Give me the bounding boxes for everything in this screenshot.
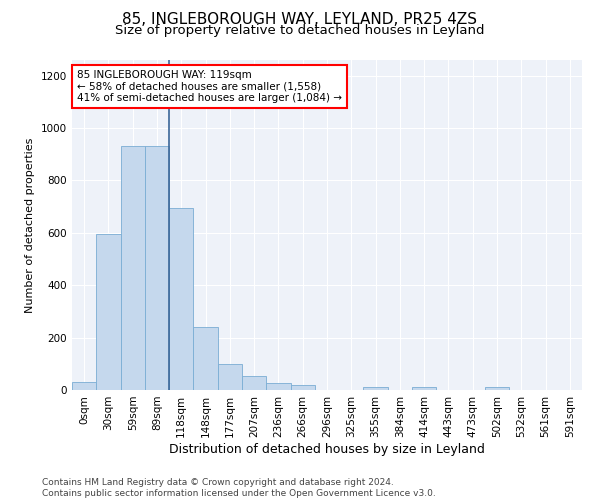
Bar: [169, 208, 193, 390]
Y-axis label: Number of detached properties: Number of detached properties: [25, 138, 35, 312]
Bar: [242, 376, 266, 390]
Text: 85, INGLEBOROUGH WAY, LEYLAND, PR25 4ZS: 85, INGLEBOROUGH WAY, LEYLAND, PR25 4ZS: [122, 12, 478, 28]
Bar: [121, 146, 145, 390]
Bar: [485, 386, 509, 390]
Bar: [266, 383, 290, 390]
Text: 85 INGLEBOROUGH WAY: 119sqm
← 58% of detached houses are smaller (1,558)
41% of : 85 INGLEBOROUGH WAY: 119sqm ← 58% of det…: [77, 70, 342, 103]
Text: Size of property relative to detached houses in Leyland: Size of property relative to detached ho…: [115, 24, 485, 37]
Bar: [193, 326, 218, 390]
Bar: [364, 386, 388, 390]
Bar: [218, 364, 242, 390]
Bar: [145, 146, 169, 390]
Bar: [290, 386, 315, 390]
Text: Contains HM Land Registry data © Crown copyright and database right 2024.
Contai: Contains HM Land Registry data © Crown c…: [42, 478, 436, 498]
X-axis label: Distribution of detached houses by size in Leyland: Distribution of detached houses by size …: [169, 442, 485, 456]
Bar: [72, 382, 96, 390]
Bar: [412, 386, 436, 390]
Bar: [96, 234, 121, 390]
